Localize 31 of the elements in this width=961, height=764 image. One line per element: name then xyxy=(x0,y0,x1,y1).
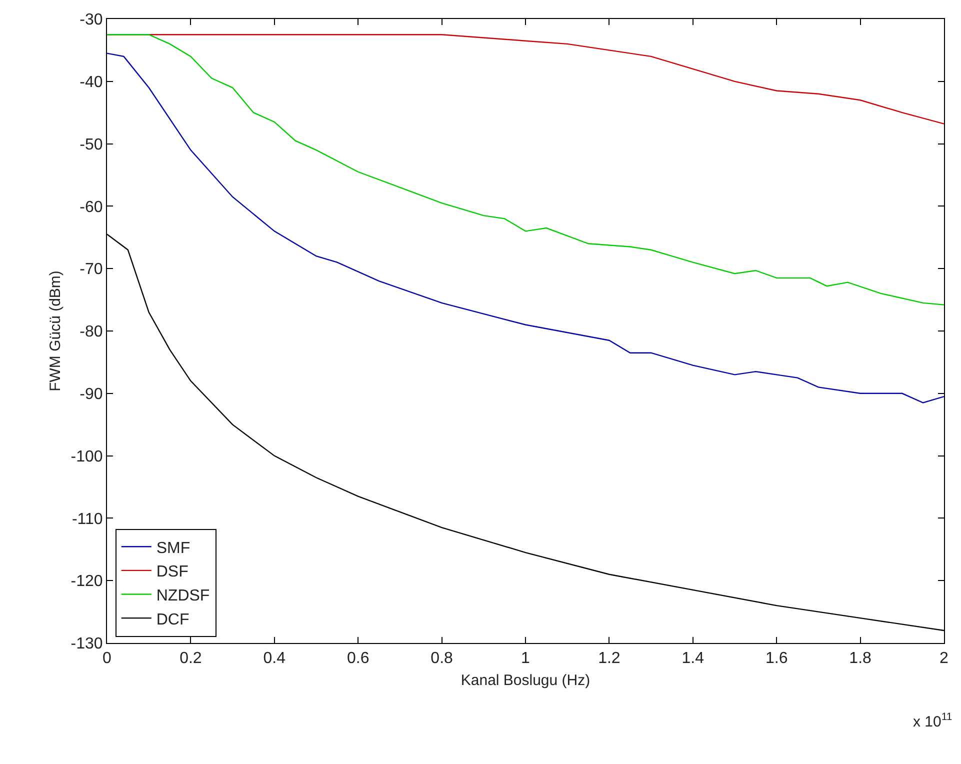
x-axis-title: Kanal Boslugu (Hz) xyxy=(460,672,590,690)
x-tick-label: 1.4 xyxy=(682,650,704,668)
x-tick-label: 1.8 xyxy=(849,650,872,668)
x-tick-label: 0.2 xyxy=(180,650,202,668)
legend-label: NZDSF xyxy=(156,588,210,604)
x-tick-label: 0.6 xyxy=(346,650,370,668)
y-tick-label: -90 xyxy=(80,386,103,403)
y-tick-label: -70 xyxy=(80,261,103,278)
x-tick-label: 1 xyxy=(521,650,530,668)
x-tick-label: 2 xyxy=(940,650,949,668)
x-tick-label: 0 xyxy=(102,650,112,668)
legend-label: DCF xyxy=(156,611,190,628)
y-tick-label: -40 xyxy=(80,74,103,91)
line-series xyxy=(107,34,944,306)
y-tick-label: -130 xyxy=(70,636,103,653)
y-tick-label: -80 xyxy=(80,324,103,341)
x-tick-label: 0.8 xyxy=(430,650,454,668)
y-tick-label: -30 xyxy=(80,12,103,29)
y-tick-label: -100 xyxy=(70,448,103,466)
x-tick-label: 1.6 xyxy=(765,650,788,668)
y-tick-label: -50 xyxy=(80,136,103,154)
text: x 10$^{11}$ xyxy=(913,711,952,730)
x-tick-label: 1.2 xyxy=(598,650,620,668)
y-axis-title: FWM Gücü (dBm) xyxy=(47,270,64,392)
legend-label: SMF xyxy=(156,540,190,557)
y-tick-label: -110 xyxy=(72,510,103,528)
x-tick-label: 0.4 xyxy=(263,650,286,668)
y-tick-label: -120 xyxy=(70,573,103,590)
line-series xyxy=(107,52,944,404)
y-tick-label: -60 xyxy=(80,198,103,216)
legend-label: DSF xyxy=(156,564,189,581)
